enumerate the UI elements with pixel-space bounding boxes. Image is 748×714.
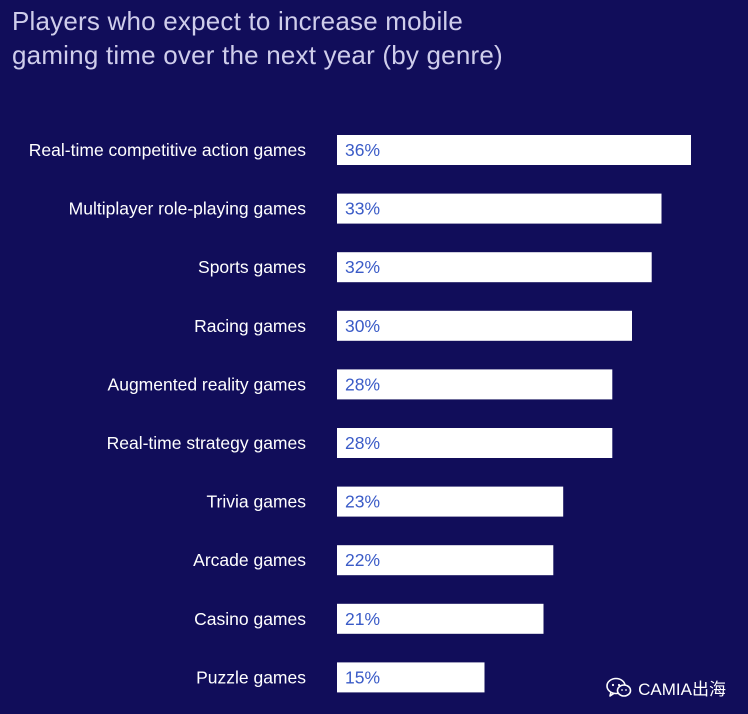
value-label: 23% <box>345 492 380 512</box>
value-label: 30% <box>345 316 380 336</box>
category-label: Multiplayer role-playing games <box>69 199 307 219</box>
category-label: Racing games <box>194 316 306 336</box>
bar <box>337 369 613 400</box>
watermark: CAMIA出海 <box>606 675 726 700</box>
wechat-icon <box>606 677 632 699</box>
category-label: Arcade games <box>193 550 306 570</box>
category-label: Real-time competitive action games <box>29 140 306 160</box>
value-label: 21% <box>345 609 380 629</box>
category-label: Puzzle games <box>196 667 306 687</box>
bar <box>337 662 485 693</box>
value-label: 28% <box>345 433 380 453</box>
category-label: Sports games <box>198 257 306 277</box>
value-label: 33% <box>345 199 380 219</box>
bar <box>337 135 691 165</box>
bar <box>337 428 613 458</box>
value-label: 15% <box>345 667 380 687</box>
category-label: Trivia games <box>206 492 306 512</box>
category-label: Real-time strategy games <box>107 433 307 453</box>
value-label: 36% <box>345 140 380 160</box>
value-label: 22% <box>345 550 380 570</box>
chart-title-line-2: gaming time over the next year (by genre… <box>12 40 503 70</box>
bar <box>337 545 554 576</box>
value-label: 28% <box>345 374 380 394</box>
watermark-text: CAMIA出海 <box>638 680 726 699</box>
bar <box>337 193 662 224</box>
category-label: Casino games <box>194 609 306 629</box>
bar <box>337 252 652 283</box>
category-label: Augmented reality games <box>108 374 307 394</box>
chart-title-line-1: Players who expect to increase mobile <box>12 6 464 36</box>
bar <box>337 603 544 634</box>
bar <box>337 310 632 341</box>
bar <box>337 486 564 517</box>
value-label: 32% <box>345 257 380 277</box>
